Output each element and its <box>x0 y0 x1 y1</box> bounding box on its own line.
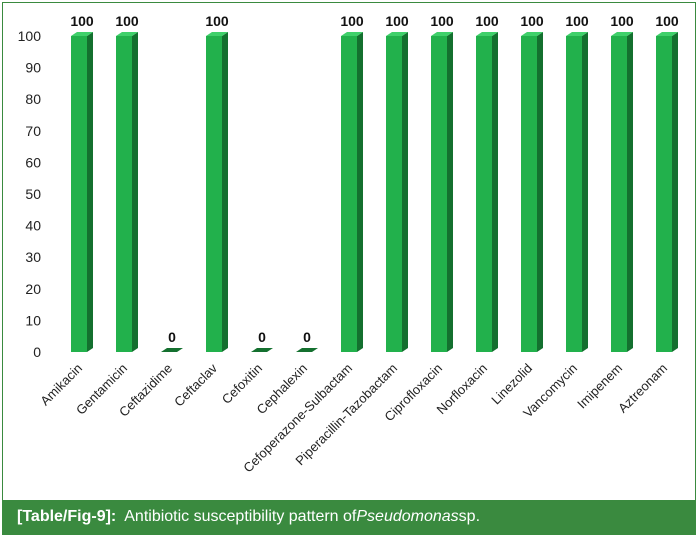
bar-side <box>357 32 363 352</box>
category-labels: AmikacinGentamicinCeftazidimeCeftaclavCe… <box>37 360 670 475</box>
bar <box>611 32 633 352</box>
bar <box>296 348 318 352</box>
data-label: 100 <box>475 13 499 29</box>
bar-top <box>341 32 363 36</box>
bar <box>251 348 273 352</box>
data-label: 100 <box>430 13 454 29</box>
bar-side <box>672 32 678 352</box>
category-label: Cefoxitin <box>219 361 265 407</box>
bar-side <box>222 32 228 352</box>
figure-caption: [Table/Fig-9]: Antibiotic susceptibility… <box>3 500 695 534</box>
bar-top <box>566 32 588 36</box>
bar-front <box>341 36 357 352</box>
bar <box>521 32 543 352</box>
bar-top <box>476 32 498 36</box>
y-tick-label: 60 <box>25 154 41 170</box>
bar <box>386 32 408 352</box>
bar-front <box>71 36 87 352</box>
y-tick-label: 10 <box>25 312 41 328</box>
data-label: 100 <box>565 13 589 29</box>
bar <box>116 32 138 352</box>
bar <box>476 32 498 352</box>
data-label: 100 <box>610 13 634 29</box>
bar-side <box>447 32 453 352</box>
bar-front <box>386 36 402 352</box>
bar <box>161 348 183 352</box>
bar-side <box>492 32 498 352</box>
caption-organism: Pseudomonas <box>356 508 459 525</box>
data-label: 0 <box>168 329 176 345</box>
bar-top <box>611 32 633 36</box>
bar-front <box>656 36 672 352</box>
bar-side <box>537 32 543 352</box>
bar-front <box>116 36 132 352</box>
bar-side <box>132 32 138 352</box>
data-label: 100 <box>385 13 409 29</box>
bar-side <box>87 32 93 352</box>
bar-top <box>71 32 93 36</box>
bar-top <box>386 32 408 36</box>
y-tick-label: 0 <box>33 344 41 360</box>
bar-top <box>116 32 138 36</box>
bar-side <box>627 32 633 352</box>
y-tick-label: 40 <box>25 218 41 234</box>
bar-front <box>206 36 222 352</box>
bar-top <box>431 32 453 36</box>
data-label: 0 <box>303 329 311 345</box>
bar-front <box>611 36 627 352</box>
caption-label: [Table/Fig-9]: <box>17 508 117 525</box>
data-label: 100 <box>655 13 679 29</box>
category-label: Linezolid <box>488 361 535 408</box>
bar-side <box>582 32 588 352</box>
bar-top <box>656 32 678 36</box>
data-label: 100 <box>340 13 364 29</box>
y-tick-label: 20 <box>25 281 41 297</box>
caption-text: Antibiotic susceptibility pattern of <box>124 508 357 525</box>
y-tick-label: 30 <box>25 249 41 265</box>
bar-front <box>476 36 492 352</box>
bar-zero <box>296 348 318 352</box>
bar-front <box>566 36 582 352</box>
y-tick-label: 80 <box>25 91 41 107</box>
data-labels: 100 100 0 100 0 0 100 100 100 100 100 100 100 100 <box>70 13 679 345</box>
bar <box>71 32 93 352</box>
bar-side <box>402 32 408 352</box>
data-label: 100 <box>115 13 139 29</box>
category-label: Aztreonam <box>615 361 670 416</box>
y-tick-label: 70 <box>25 123 41 139</box>
bar-zero <box>161 348 183 352</box>
data-label: 100 <box>70 13 94 29</box>
bar-top <box>521 32 543 36</box>
bars <box>71 32 678 352</box>
y-axis: 0 10 20 30 40 50 60 70 80 90 100 <box>18 28 42 360</box>
bar-front <box>431 36 447 352</box>
bar <box>206 32 228 352</box>
y-tick-label: 50 <box>25 186 41 202</box>
caption-suffix: sp. <box>458 508 481 525</box>
bar <box>341 32 363 352</box>
bar-front <box>521 36 537 352</box>
bar <box>431 32 453 352</box>
bar-top <box>206 32 228 36</box>
data-label: 100 <box>205 13 229 29</box>
category-label: Ceftaclav <box>171 360 220 409</box>
data-label: 0 <box>258 329 266 345</box>
y-tick-label: 100 <box>18 28 42 44</box>
bar <box>656 32 678 352</box>
y-tick-label: 90 <box>25 60 41 76</box>
bar <box>566 32 588 352</box>
bar-zero <box>251 348 273 352</box>
data-label: 100 <box>520 13 544 29</box>
